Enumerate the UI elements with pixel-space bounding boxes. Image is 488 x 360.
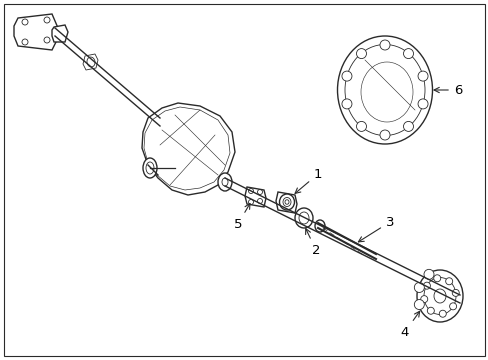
Text: 4: 4 [400, 311, 419, 338]
Circle shape [417, 71, 427, 81]
Text: 1: 1 [294, 167, 322, 193]
Circle shape [356, 49, 366, 59]
Circle shape [403, 49, 413, 59]
Polygon shape [142, 103, 235, 195]
Circle shape [413, 283, 424, 292]
Circle shape [341, 71, 351, 81]
Circle shape [423, 269, 433, 279]
Text: 6: 6 [433, 84, 461, 96]
Circle shape [448, 303, 456, 310]
Ellipse shape [314, 220, 325, 232]
Circle shape [403, 121, 413, 131]
Ellipse shape [294, 208, 312, 228]
Circle shape [433, 275, 440, 282]
Text: 2: 2 [305, 229, 320, 257]
Circle shape [427, 307, 433, 314]
Text: 3: 3 [358, 216, 393, 242]
Circle shape [379, 130, 389, 140]
Polygon shape [52, 25, 68, 42]
Ellipse shape [218, 173, 231, 191]
Circle shape [438, 310, 446, 317]
Ellipse shape [279, 194, 294, 210]
Circle shape [341, 99, 351, 109]
Circle shape [451, 289, 458, 296]
Circle shape [356, 121, 366, 131]
Ellipse shape [416, 270, 462, 322]
Circle shape [413, 300, 424, 310]
Circle shape [420, 296, 427, 303]
Circle shape [423, 282, 429, 289]
Text: 5: 5 [233, 203, 249, 230]
Ellipse shape [337, 36, 431, 144]
Ellipse shape [142, 158, 157, 178]
Polygon shape [244, 187, 265, 207]
Circle shape [379, 40, 389, 50]
Circle shape [417, 99, 427, 109]
Polygon shape [14, 14, 58, 50]
Polygon shape [83, 54, 98, 70]
Circle shape [445, 278, 452, 285]
Polygon shape [275, 192, 296, 213]
